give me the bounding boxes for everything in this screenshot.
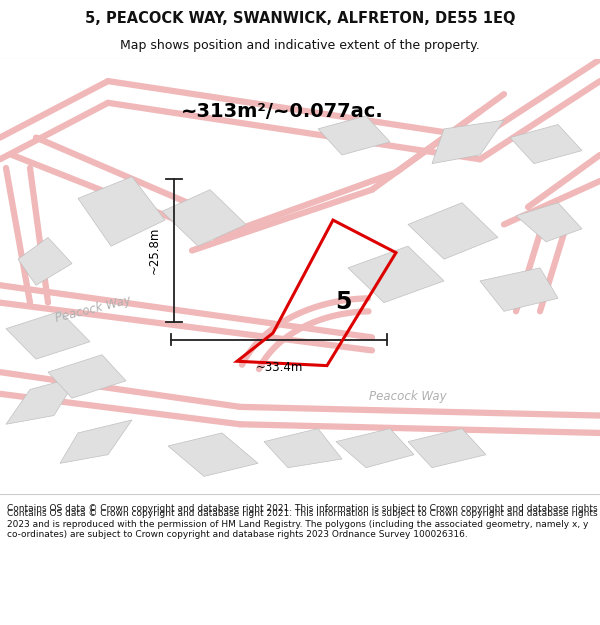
Text: Peacock Way: Peacock Way (54, 294, 133, 325)
Text: ~25.8m: ~25.8m (148, 227, 161, 274)
Polygon shape (18, 238, 72, 285)
Polygon shape (336, 429, 414, 468)
Text: Map shows position and indicative extent of the property.: Map shows position and indicative extent… (120, 39, 480, 52)
Text: Peacock Way: Peacock Way (369, 389, 446, 402)
Polygon shape (408, 202, 498, 259)
Polygon shape (348, 246, 444, 302)
Polygon shape (318, 116, 390, 155)
Polygon shape (6, 376, 78, 424)
Text: ~313m²/~0.077ac.: ~313m²/~0.077ac. (181, 102, 383, 121)
Polygon shape (48, 355, 126, 398)
Polygon shape (168, 433, 258, 476)
Text: Contains OS data © Crown copyright and database right 2021. This information is : Contains OS data © Crown copyright and d… (7, 504, 600, 513)
Polygon shape (516, 202, 582, 242)
Polygon shape (60, 420, 132, 463)
Polygon shape (162, 190, 246, 246)
Text: 5: 5 (335, 290, 352, 314)
Polygon shape (78, 177, 165, 246)
Text: 5, PEACOCK WAY, SWANWICK, ALFRETON, DE55 1EQ: 5, PEACOCK WAY, SWANWICK, ALFRETON, DE55… (85, 11, 515, 26)
Polygon shape (480, 268, 558, 311)
Polygon shape (432, 120, 504, 164)
Polygon shape (510, 124, 582, 164)
Text: Contains OS data © Crown copyright and database right 2021. This information is : Contains OS data © Crown copyright and d… (7, 509, 598, 539)
Text: ~33.4m: ~33.4m (256, 361, 302, 374)
Polygon shape (408, 429, 486, 468)
Polygon shape (264, 429, 342, 468)
Polygon shape (6, 311, 90, 359)
